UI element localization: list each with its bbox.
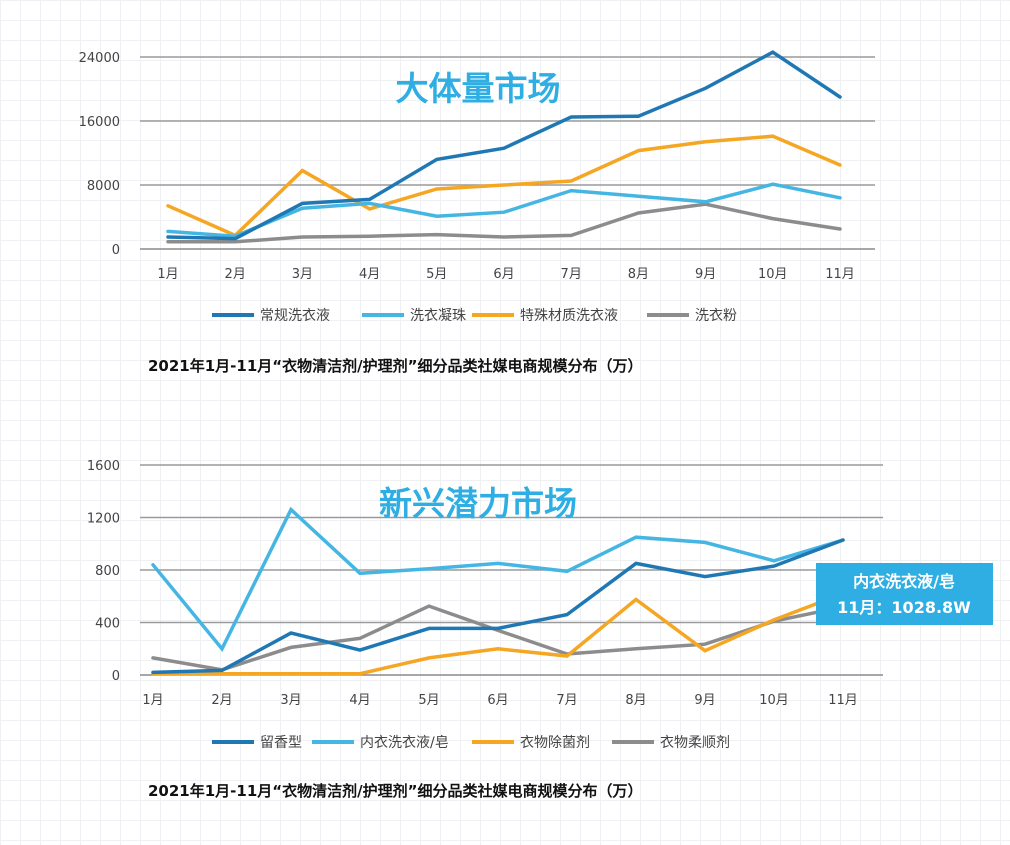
callout-line1: 内衣洗衣液/皂	[853, 572, 955, 591]
chart2-caption: 2021年1月-11月“衣物清洁剂/护理剂”细分品类社媒电商规模分布（万）	[148, 782, 642, 800]
y-tick-label: 400	[95, 617, 120, 632]
y-tick-label: 24000	[79, 51, 120, 66]
series-line-3	[151, 591, 845, 676]
x-tick-label: 2月	[211, 693, 232, 708]
chart2-series	[151, 506, 845, 676]
x-tick-label: 11月	[828, 693, 858, 708]
y-tick-label: 800	[95, 564, 120, 579]
x-tick-label: 2月	[225, 267, 246, 282]
series-line-1	[151, 538, 845, 675]
x-tick-label: 3月	[292, 267, 313, 282]
chart1-caption: 2021年1月-11月“衣物清洁剂/护理剂”细分品类社媒电商规模分布（万）	[148, 357, 642, 375]
legend-label: 洗衣凝珠	[410, 308, 466, 324]
legend-label: 洗衣粉	[695, 308, 737, 324]
y-tick-label: 1200	[87, 512, 120, 527]
x-tick-label: 6月	[493, 267, 514, 282]
legend-label: 留香型	[260, 735, 302, 751]
series-line-1	[166, 50, 842, 241]
x-tick-label: 7月	[556, 693, 577, 708]
x-tick-label: 8月	[625, 693, 646, 708]
chart2-callout: 内衣洗衣液/皂 11月：1028.8W	[816, 563, 993, 625]
y-tick-label: 0	[112, 243, 120, 258]
chart1-series	[166, 50, 842, 244]
callout-box	[816, 563, 993, 625]
y-tick-label: 0	[112, 669, 120, 684]
chart2-y-ticks: 0 400 800 1200 1600	[87, 459, 120, 684]
x-tick-label: 11月	[825, 267, 855, 282]
callout-line2: 11月：1028.8W	[837, 598, 971, 617]
x-tick-label: 5月	[426, 267, 447, 282]
chart1-legend: 常规洗衣液 洗衣凝珠 特殊材质洗衣液 洗衣粉	[212, 308, 737, 324]
legend-label: 特殊材质洗衣液	[520, 308, 618, 324]
chart2-title: 新兴潜力市场	[379, 484, 577, 523]
x-tick-label: 10月	[759, 693, 789, 708]
x-tick-label: 6月	[487, 693, 508, 708]
chart1-y-ticks: 0 8000 16000 24000	[79, 51, 120, 258]
x-tick-label: 1月	[142, 693, 163, 708]
chart1-title: 大体量市场	[396, 69, 561, 108]
series-line-4	[151, 604, 845, 672]
x-tick-label: 8月	[628, 267, 649, 282]
chart-emerging-market: 0 400 800 1200 1600 1月 2月 3月 4月 5月 6月 7月 8月 9月 10月 11月…	[87, 459, 993, 800]
chart1-x-ticks: 1月 2月 3月 4月 5月 6月 7月 8月 9月 10月 11月	[157, 267, 854, 282]
series-line-2	[166, 182, 842, 238]
chart2-legend: 留香型 内衣洗衣液/皂 衣物除菌剂 衣物柔顺剂	[212, 735, 730, 751]
x-tick-label: 1月	[157, 267, 178, 282]
series-line-2	[151, 506, 845, 653]
chart1-gridlines	[140, 56, 875, 250]
legend-label: 衣物除菌剂	[520, 735, 590, 751]
x-tick-label: 3月	[280, 693, 301, 708]
x-tick-label: 10月	[758, 267, 788, 282]
x-tick-label: 9月	[694, 693, 715, 708]
y-tick-label: 16000	[79, 115, 120, 130]
x-tick-label: 5月	[418, 693, 439, 708]
y-tick-label: 1600	[87, 459, 120, 474]
y-tick-label: 8000	[87, 179, 120, 194]
x-tick-label: 4月	[349, 693, 370, 708]
legend-label: 衣物柔顺剂	[660, 735, 730, 751]
chart2-x-ticks: 1月 2月 3月 4月 5月 6月 7月 8月 9月 10月 11月	[142, 693, 857, 708]
legend-label: 常规洗衣液	[260, 308, 330, 324]
series-line-3	[166, 134, 842, 238]
legend-label: 内衣洗衣液/皂	[360, 735, 449, 751]
chart-large-market: 0 8000 16000 24000 1月 2月 3月 4月 5月 6月 7月 8月 9月 10月 11月…	[79, 50, 875, 375]
series-line-4	[166, 202, 842, 244]
x-tick-label: 9月	[695, 267, 716, 282]
x-tick-label: 7月	[561, 267, 582, 282]
x-tick-label: 4月	[359, 267, 380, 282]
